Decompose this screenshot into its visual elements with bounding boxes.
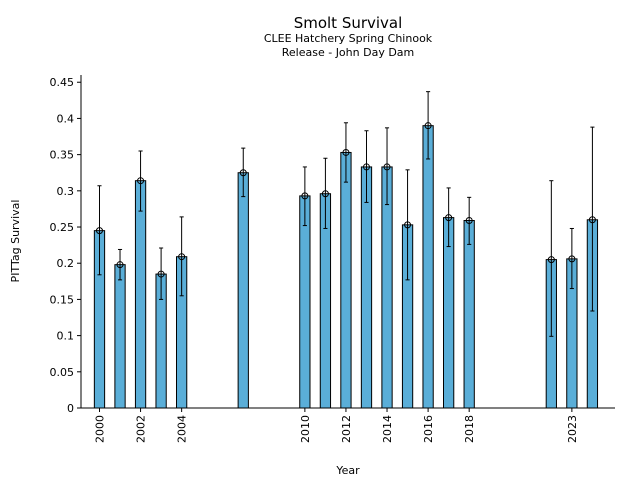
x-axis-label: Year: [335, 464, 360, 477]
bar-2010: [299, 195, 311, 409]
x-tick-label: 2018: [463, 415, 476, 443]
y-axis-label: PITTag Survival: [9, 200, 22, 283]
point-marker-2003: [157, 270, 165, 278]
point-marker-2013: [362, 163, 370, 171]
point-marker-2004: [178, 253, 186, 261]
y-tick-label: 0: [67, 402, 74, 415]
bar-2007: [237, 172, 249, 409]
point-marker-2002: [137, 177, 145, 185]
point-marker-2023: [568, 255, 576, 263]
y-tick-label: 0.25: [50, 221, 75, 234]
markers-layer: [95, 122, 596, 278]
chart-subtitle-line-1: CLEE Hatchery Spring Chinook: [264, 32, 433, 45]
point-marker-2000: [95, 227, 103, 235]
x-tick-label: 2000: [93, 415, 106, 443]
x-tick-label: 2023: [566, 415, 579, 443]
y-tick-label: 0.15: [50, 293, 75, 306]
point-marker-2018: [465, 217, 473, 225]
chart-title: Smolt Survival: [294, 14, 403, 32]
y-tick-label: 0.4: [57, 112, 75, 125]
point-marker-2007: [239, 169, 247, 177]
point-marker-2010: [301, 192, 309, 200]
bar-2012: [340, 151, 352, 409]
x-tick-label: 2014: [381, 415, 394, 443]
y-tick-label: 0.05: [50, 366, 75, 379]
y-tick-label: 0.3: [57, 185, 75, 198]
point-marker-2017: [445, 214, 453, 222]
x-tick-label: 2016: [422, 415, 435, 443]
plot-area: [93, 91, 599, 409]
y-tick-label: 0.45: [50, 76, 75, 89]
bar-2018: [463, 220, 475, 409]
x-tick-label: 2012: [340, 415, 353, 443]
point-marker-2014: [383, 163, 391, 171]
point-marker-2016: [424, 122, 432, 130]
x-tick-label: 2002: [135, 415, 148, 443]
point-marker-2011: [321, 190, 329, 198]
x-tick-label: 2004: [176, 415, 189, 443]
bar-2001: [114, 264, 126, 409]
y-tick-label: 0.1: [57, 330, 75, 343]
bar-2016: [422, 125, 434, 409]
point-marker-2001: [116, 261, 124, 269]
chart-subtitle-line-2: Release - John Day Dam: [282, 46, 415, 59]
bar-2013: [360, 166, 373, 409]
point-marker-2015: [404, 221, 412, 229]
point-marker-2012: [342, 148, 350, 156]
y-tick-label: 0.35: [50, 149, 75, 162]
x-axis-ticks: 2000 2002 2004 2010 2012 2014 2016 2018 2023: [93, 408, 579, 443]
point-marker-2022: [547, 256, 555, 264]
x-tick-label: 2010: [299, 415, 312, 443]
y-tick-label: 0.2: [57, 257, 75, 270]
bar-2002: [134, 180, 147, 409]
y-axis-ticks: 0 0.05 0.1 0.15 0.2 0.25 0.3 0.35 0.4 0.45: [50, 76, 81, 415]
error-bars-layer: [97, 91, 595, 337]
point-marker-2024: [588, 216, 596, 224]
